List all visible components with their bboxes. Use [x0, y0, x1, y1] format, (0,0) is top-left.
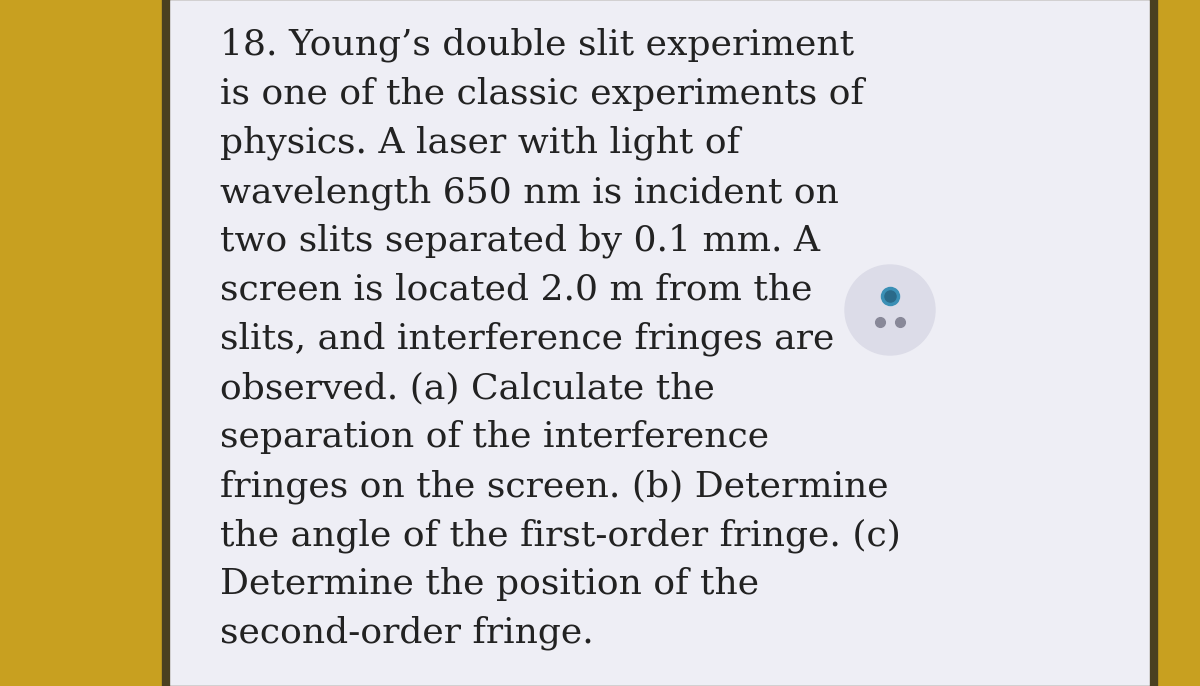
- Text: separation of the interference: separation of the interference: [220, 420, 769, 454]
- Text: the angle of the first-order fringe. (c): the angle of the first-order fringe. (c): [220, 518, 901, 552]
- Text: two slits separated by 0.1 mm. A: two slits separated by 0.1 mm. A: [220, 224, 820, 259]
- Text: screen is located 2.0 m from the: screen is located 2.0 m from the: [220, 273, 812, 307]
- Text: second-order fringe.: second-order fringe.: [220, 616, 594, 650]
- Text: physics. A laser with light of: physics. A laser with light of: [220, 126, 740, 161]
- FancyBboxPatch shape: [166, 0, 1154, 686]
- Text: Determine the position of the: Determine the position of the: [220, 567, 760, 601]
- Text: fringes on the screen. (b) Determine: fringes on the screen. (b) Determine: [220, 469, 889, 504]
- Text: 18. Young’s double slit experiment: 18. Young’s double slit experiment: [220, 28, 854, 62]
- Text: wavelength 650 nm is incident on: wavelength 650 nm is incident on: [220, 175, 839, 209]
- Text: slits, and interference fringes are: slits, and interference fringes are: [220, 322, 834, 357]
- Text: observed. (a) Calculate the: observed. (a) Calculate the: [220, 371, 715, 405]
- Text: is one of the classic experiments of: is one of the classic experiments of: [220, 77, 864, 111]
- Circle shape: [845, 265, 935, 355]
